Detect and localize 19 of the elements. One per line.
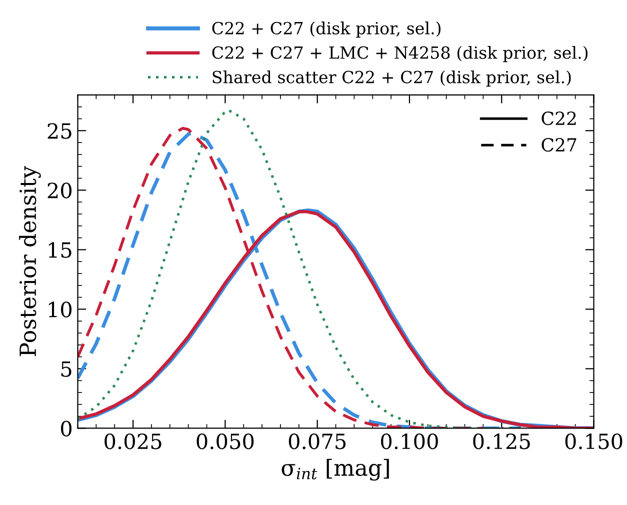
legend-label: Shared scatter C22 + C27 (disk prior, sel.) — [212, 70, 571, 87]
y-tick-label: 20 — [48, 182, 72, 198]
x-tick-label: 0.125 — [473, 433, 530, 450]
y-tick-label: 15 — [48, 242, 72, 258]
y-tick-label: 25 — [48, 123, 72, 139]
y-tick-label: 0 — [61, 420, 72, 436]
y-tick-label: 5 — [61, 361, 72, 377]
x-tick-label: 0.025 — [104, 433, 162, 450]
y-axis-title: Posterior density — [19, 166, 41, 356]
x-tick-label: 0.150 — [565, 433, 622, 450]
annotation: C22 — [542, 112, 576, 126]
annotation: C27 — [542, 138, 576, 152]
x-tick-label: 0.100 — [381, 433, 438, 450]
x-axis-title: σ$_{int}$ [mag] — [282, 458, 389, 481]
legend-label: C22 + C27 + LMC + N4258 (disk prior, sel.) — [212, 46, 588, 62]
y-tick-label: 10 — [48, 302, 72, 318]
x-tick-label: 0.050 — [196, 433, 254, 450]
legend-label: C22 + C27 (disk prior, sel.) — [212, 22, 441, 38]
x-tick-label: 0.075 — [288, 433, 346, 450]
